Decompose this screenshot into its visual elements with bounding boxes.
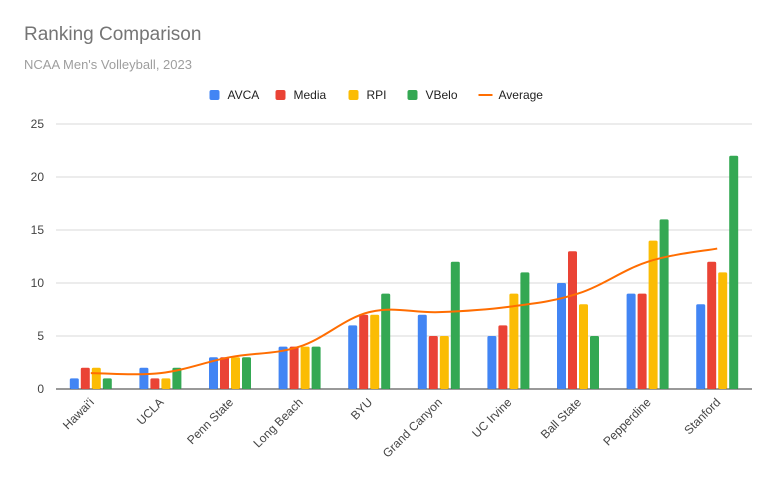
x-tick-label: Stanford [681,395,723,437]
y-tick-label: 15 [31,223,45,237]
bar-avca [626,293,636,389]
x-tick-label: BYU [348,395,375,422]
x-axis: Hawai'i UCLA Penn State Long Beach BYU Grand … [60,395,723,460]
bar-media [359,314,369,389]
bar-media [80,367,90,389]
bar-vbelo [520,272,530,389]
legend-swatch [275,90,286,100]
legend-item-vbelo: VBelo [407,88,458,102]
x-tick-label: Long Beach [251,395,306,450]
average-line [90,247,718,376]
y-tick-label: 10 [31,276,45,290]
bar-vbelo [659,219,669,389]
bar-vbelo [381,293,391,389]
bar-vbelo [102,378,112,389]
legend-item-rpi: RPI [348,88,387,102]
legend-swatch [348,90,359,100]
legend-label: RPI [367,88,387,102]
bar-vbelo [172,367,182,389]
y-axis: 0 5 10 15 20 25 [31,117,45,396]
bar-avca [557,283,566,389]
bar-avca [139,367,149,389]
bar-avca [278,346,288,389]
x-tick-label: Pepperdine [600,395,654,449]
bar-rpi [370,314,380,389]
bar-avca [696,304,706,389]
bar-media [637,293,647,389]
bar-vbelo [729,155,739,389]
bar-avca [348,325,358,389]
bar-media [428,336,438,389]
bars [69,155,739,389]
bar-vbelo [590,336,599,389]
y-tick-label: 25 [31,117,45,131]
legend: AVCA Media RPI VBelo Average [209,88,544,102]
legend-label: Average [499,88,544,102]
bar-media [568,251,577,389]
bar-vbelo [450,261,460,389]
bar-avca [417,314,427,389]
legend-label: Media [294,88,327,102]
bar-vbelo [242,357,251,389]
x-tick-label: Penn State [184,395,236,447]
bar-rpi [439,336,449,389]
legend-swatch [407,90,418,100]
x-tick-label: UCLA [134,395,167,428]
legend-item-media: Media [275,88,327,102]
bar-rpi [648,240,658,389]
bar-avca [209,357,218,389]
x-tick-label: Hawai'i [60,395,97,432]
bar-avca [487,336,497,389]
bar-rpi [91,367,101,389]
bar-media [220,357,229,389]
bar-rpi [509,293,519,389]
y-tick-label: 5 [37,329,44,343]
bar-media [707,261,717,389]
bar-avca [69,378,79,389]
bar-rpi [718,272,728,389]
bar-media [498,325,508,389]
bar-rpi [579,304,588,389]
legend-label: AVCA [228,88,260,102]
legend-label: VBelo [426,88,458,102]
legend-swatch [209,90,220,100]
legend-item-avca: AVCA [209,88,260,102]
grid-lines [56,123,752,390]
average-line-layer [90,247,718,376]
bar-rpi [231,357,240,389]
y-tick-label: 20 [31,170,45,184]
bar-vbelo [311,346,321,389]
x-tick-label: UC Irvine [469,395,514,440]
x-tick-label: Grand Canyon [380,395,445,460]
legend-item-average: Average [478,88,544,102]
chart-title: Ranking Comparison [24,24,202,45]
chart-subtitle: NCAA Men's Volleyball, 2023 [24,57,192,72]
y-tick-label: 0 [37,382,44,396]
bar-media [150,378,160,389]
bar-media [289,346,299,389]
x-tick-label: Ball State [538,395,584,441]
bar-rpi [161,378,171,389]
bar-rpi [300,346,310,389]
